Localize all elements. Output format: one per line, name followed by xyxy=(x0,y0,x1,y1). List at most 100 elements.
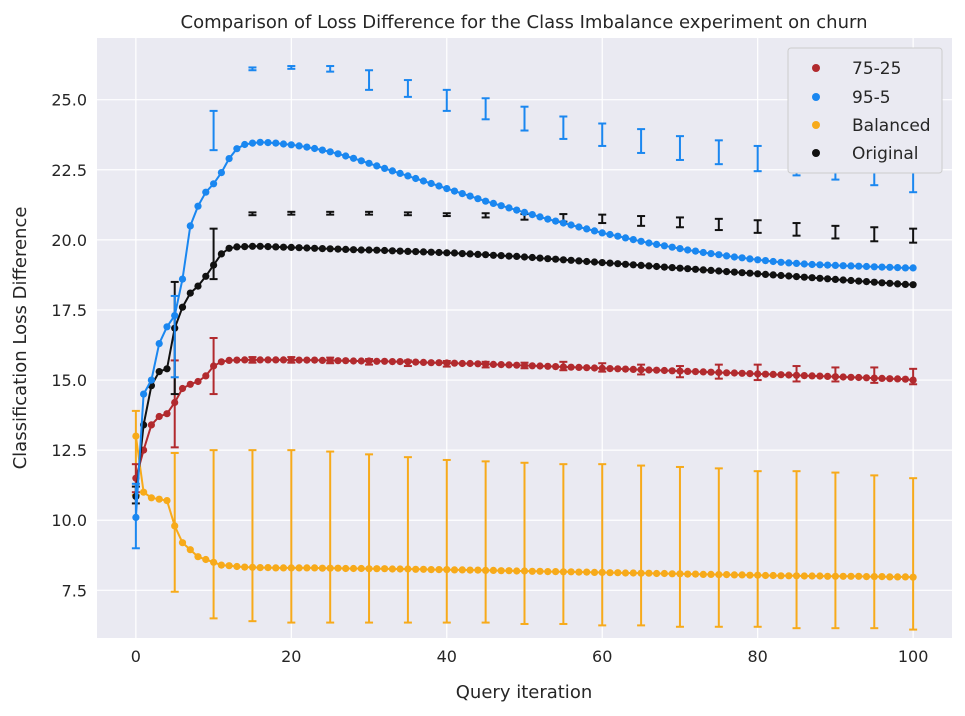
point-balanced-6 xyxy=(178,539,187,547)
point-75-25-64 xyxy=(629,365,637,373)
point-original-8 xyxy=(194,282,202,290)
point-original-22 xyxy=(303,244,311,252)
point-original-76 xyxy=(723,268,731,276)
point-95-5-32 xyxy=(381,164,389,172)
point-75-25-4 xyxy=(163,410,171,418)
point-original-28 xyxy=(349,246,358,254)
point-75-25-82 xyxy=(769,370,777,378)
point-balanced-70 xyxy=(676,570,684,578)
point-95-5-79 xyxy=(746,255,754,263)
point-balanced-81 xyxy=(761,571,770,580)
point-original-3 xyxy=(155,368,163,376)
point-75-25-62 xyxy=(614,365,622,373)
point-balanced-13 xyxy=(233,562,241,571)
point-75-25-17 xyxy=(264,356,272,364)
point-original-53 xyxy=(544,255,552,263)
point-balanced-28 xyxy=(349,564,358,573)
point-95-5-31 xyxy=(373,162,381,170)
error-bar-balanced-7 xyxy=(403,456,412,624)
point-75-25-51 xyxy=(528,362,536,370)
point-original-66 xyxy=(645,262,653,270)
point-95-5-28 xyxy=(349,154,358,162)
point-95-5-0 xyxy=(132,513,140,522)
point-75-25-91 xyxy=(839,373,847,381)
point-95-5-33 xyxy=(388,167,396,175)
point-95-5-46 xyxy=(489,199,497,207)
point-balanced-31 xyxy=(373,565,381,573)
error-bar-balanced-20 xyxy=(909,477,918,631)
point-original-79 xyxy=(746,269,754,277)
point-original-31 xyxy=(373,246,381,254)
point-95-5-60 xyxy=(598,229,606,237)
point-original-11 xyxy=(217,250,225,258)
point-95-5-11 xyxy=(217,169,225,177)
point-75-25-39 xyxy=(435,359,443,367)
point-75-25-66 xyxy=(645,366,653,374)
point-original-94 xyxy=(862,278,871,286)
point-75-25-77 xyxy=(730,369,739,377)
point-balanced-85 xyxy=(792,572,801,580)
point-balanced-2 xyxy=(147,494,155,502)
error-bar-balanced-12 xyxy=(598,463,607,627)
point-75-25-8 xyxy=(194,377,202,386)
point-95-5-71 xyxy=(684,246,692,254)
point-75-25-97 xyxy=(886,375,894,383)
point-balanced-98 xyxy=(894,573,902,581)
series-95-5 xyxy=(131,65,918,550)
point-95-5-7 xyxy=(186,222,194,230)
error-bar-balanced-9 xyxy=(481,460,490,624)
point-95-5-84 xyxy=(785,259,793,267)
point-95-5-49 xyxy=(513,206,521,214)
point-95-5-38 xyxy=(427,179,435,188)
point-original-48 xyxy=(505,252,513,260)
point-balanced-55 xyxy=(559,568,568,576)
y-axis-title: Classification Loss Difference xyxy=(10,207,31,470)
y-tick-label-22-5: 22.5 xyxy=(51,161,87,180)
point-original-49 xyxy=(513,252,521,260)
point-balanced-43 xyxy=(466,566,474,574)
point-balanced-32 xyxy=(381,565,389,573)
point-balanced-56 xyxy=(567,568,575,576)
point-balanced-3 xyxy=(155,495,163,503)
point-balanced-8 xyxy=(194,553,202,561)
error-bar-balanced-16 xyxy=(753,470,762,628)
point-95-5-76 xyxy=(723,252,731,260)
point-95-5-65 xyxy=(637,237,645,245)
error-bar-original-5 xyxy=(326,210,335,216)
point-original-80 xyxy=(754,270,762,278)
point-balanced-27 xyxy=(342,564,350,573)
x-tick-label-100: 100 xyxy=(898,647,929,666)
point-75-25-99 xyxy=(901,375,910,383)
point-75-25-72 xyxy=(691,368,700,376)
point-original-65 xyxy=(637,261,645,269)
point-95-5-19 xyxy=(279,140,288,148)
point-75-25-73 xyxy=(699,368,707,376)
point-95-5-74 xyxy=(707,250,715,258)
point-balanced-20 xyxy=(287,564,295,572)
error-bar-original-20 xyxy=(909,227,918,244)
error-bar-95-5-2 xyxy=(209,109,218,152)
point-95-5-88 xyxy=(816,261,824,269)
point-95-5-56 xyxy=(567,221,575,229)
point-95-5-43 xyxy=(466,192,474,200)
error-bar-balanced-4 xyxy=(287,449,296,624)
point-95-5-17 xyxy=(264,139,272,147)
point-95-5-10 xyxy=(210,180,218,188)
point-95-5-4 xyxy=(163,323,171,331)
point-balanced-15 xyxy=(248,563,257,571)
point-original-13 xyxy=(233,243,241,251)
point-balanced-51 xyxy=(528,567,536,575)
point-balanced-50 xyxy=(520,567,529,575)
point-75-25-41 xyxy=(450,359,459,367)
point-75-25-71 xyxy=(684,367,692,375)
point-original-81 xyxy=(761,270,770,278)
point-original-69 xyxy=(668,264,676,272)
point-balanced-29 xyxy=(357,564,365,573)
point-95-5-12 xyxy=(225,155,233,163)
point-original-100 xyxy=(909,281,917,289)
point-balanced-26 xyxy=(334,564,342,572)
point-75-25-26 xyxy=(334,357,342,365)
point-balanced-89 xyxy=(824,572,832,580)
point-balanced-63 xyxy=(621,569,630,577)
point-balanced-46 xyxy=(489,566,497,575)
